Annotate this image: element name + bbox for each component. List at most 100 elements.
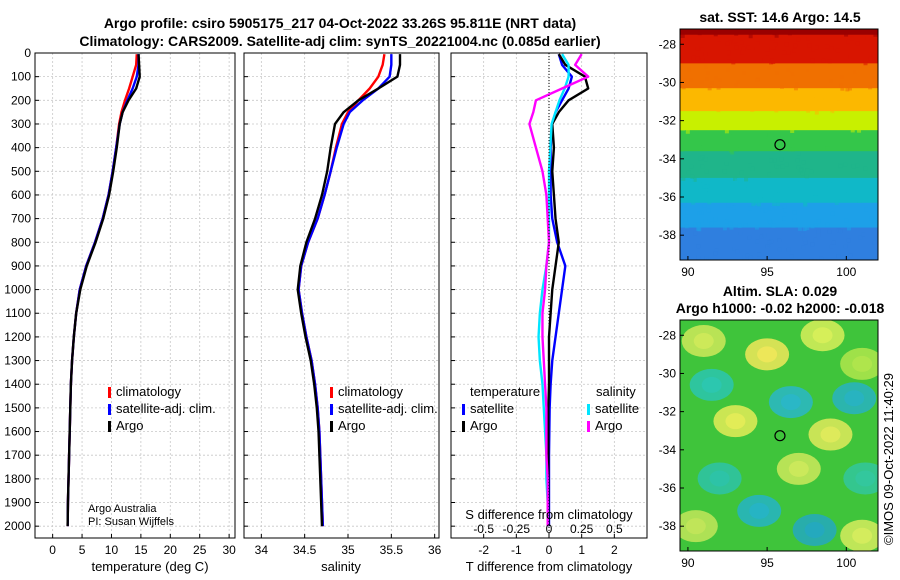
sla-eddy-core — [855, 470, 876, 487]
sla-map-panel: -28 -30 -32 -34 -36 -38 90 95 100 — [659, 319, 879, 570]
axes-frame — [34, 52, 236, 539]
sst-pixel — [819, 256, 824, 260]
sst-pixel — [765, 47, 770, 52]
sst-pixel — [725, 219, 730, 224]
sst-pixel — [707, 86, 712, 91]
sst-pixel — [683, 217, 688, 222]
s-tick-label: -0.5 — [473, 522, 494, 536]
legend-swatch — [587, 404, 590, 415]
sst-pixel — [691, 88, 696, 93]
sst-pixel — [736, 79, 741, 84]
temperature-xlabel: temperature (deg C) — [91, 559, 208, 574]
sla-eddy-core — [852, 355, 873, 372]
sst-pixel — [765, 105, 770, 110]
argo-position-marker — [774, 139, 786, 151]
sst-pixel — [774, 164, 779, 169]
sst-pixel — [835, 195, 840, 200]
sst-pixel — [871, 75, 876, 80]
sst-pixel — [855, 163, 860, 168]
sst-band — [680, 34, 878, 65]
sst-band — [680, 29, 878, 36]
sst-pixel — [825, 222, 830, 227]
sst-pixel — [859, 93, 864, 98]
y-tick-label: 1700 — [4, 448, 31, 462]
sst-pixel — [802, 237, 807, 242]
sst-pixel — [700, 58, 705, 63]
sst-pixel — [748, 34, 753, 39]
legend-swatch — [330, 404, 333, 415]
sst-pixel — [771, 223, 776, 228]
sst-pixel — [695, 120, 700, 125]
sst-pixel — [840, 86, 845, 91]
sst-pixel — [863, 166, 868, 171]
y-tick-label: 200 — [11, 93, 31, 107]
legend-label: Argo — [338, 418, 365, 433]
figure-title-line-1: Argo profile: csiro 5905175_217 04-Oct-2… — [104, 15, 576, 31]
sst-pixel — [748, 163, 753, 168]
sst-pixel — [774, 70, 779, 75]
sst-pixel — [796, 151, 801, 156]
map-y-tick-label: -38 — [659, 519, 677, 533]
sst-pixel — [746, 182, 751, 187]
sst-pixel — [727, 55, 732, 60]
sst-pixel — [748, 114, 753, 119]
sst-pixel — [836, 254, 841, 259]
sst-pixel — [731, 60, 736, 65]
sst-pixel — [784, 162, 789, 167]
sst-pixel — [691, 200, 696, 205]
sst-pixel — [873, 32, 878, 37]
sst-pixel — [767, 240, 772, 245]
sst-pixel — [681, 85, 686, 90]
x-tick-label: 30 — [222, 543, 236, 557]
sst-pixel — [806, 36, 811, 41]
sst-pixel — [709, 183, 714, 188]
sst-pixel — [871, 258, 876, 260]
sst-pixel — [814, 93, 819, 98]
sst-pixel — [692, 177, 697, 182]
sst-pixel — [734, 147, 739, 152]
sst-pixel — [872, 131, 877, 136]
sst-pixel — [829, 46, 834, 51]
sst-pixel — [872, 218, 877, 223]
sst-pixel — [809, 258, 814, 260]
sst-pixel — [791, 191, 796, 196]
axes-frame — [243, 52, 440, 539]
sst-pixel — [820, 104, 825, 109]
sst-pixel — [814, 96, 819, 101]
sst-pixel — [713, 251, 718, 256]
sst-pixel — [775, 202, 780, 207]
sst-pixel — [698, 123, 703, 128]
sst-pixel — [869, 141, 874, 146]
sst-pixel — [758, 58, 763, 63]
sst-pixel — [742, 187, 747, 192]
sst-pixel — [705, 184, 710, 189]
sst-pixel — [706, 92, 711, 97]
grid — [244, 52, 439, 538]
sst-pixel — [784, 138, 789, 143]
y-tick-label: 600 — [11, 188, 31, 202]
sst-pixel — [875, 256, 878, 260]
sst-pixel — [846, 238, 851, 243]
sst-pixel — [738, 29, 743, 34]
sst-pixel — [697, 178, 702, 183]
sst-pixel — [706, 96, 711, 101]
sst-pixel — [821, 112, 826, 117]
sst-pixel — [727, 93, 732, 98]
sst-pixel — [814, 45, 819, 50]
y-tick-label: 1500 — [4, 401, 31, 415]
sst-pixel — [827, 112, 832, 117]
sst-pixel — [729, 148, 734, 153]
legend-swatch — [462, 421, 465, 432]
sst-pixel — [816, 219, 821, 224]
sst-pixel — [807, 96, 812, 101]
sst-pixel — [773, 192, 778, 197]
sst-pixel — [685, 119, 690, 124]
sst-pixel — [782, 204, 787, 209]
sst-pixel — [805, 226, 810, 231]
sst-pixel — [697, 114, 702, 119]
sla-eddy-core — [804, 522, 825, 538]
sst-pixel — [680, 33, 685, 38]
sst-pixel — [700, 164, 705, 169]
map-y-tick-label: -34 — [659, 443, 677, 457]
sst-pixel — [772, 158, 777, 163]
